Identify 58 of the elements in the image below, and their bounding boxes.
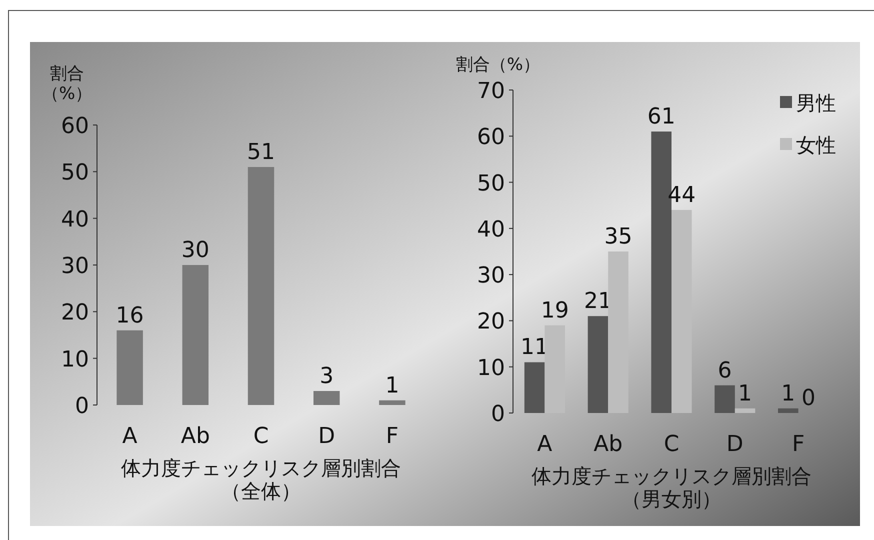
data-label: 1 bbox=[781, 381, 796, 406]
x-tick-label: C bbox=[664, 432, 680, 457]
data-label: 21 bbox=[584, 289, 612, 314]
data-label: 19 bbox=[540, 298, 569, 324]
data-label: 3 bbox=[320, 364, 334, 389]
bar bbox=[524, 362, 545, 413]
bar bbox=[313, 391, 340, 405]
data-label: 0 bbox=[801, 386, 816, 411]
y-axis-title: 割合（%） bbox=[42, 64, 92, 104]
y-tick-label: 40 bbox=[61, 207, 89, 232]
x-tick-label: D bbox=[726, 432, 744, 457]
legend-label: 男性 bbox=[796, 91, 836, 115]
y-tick-label: 20 bbox=[61, 300, 89, 326]
bar bbox=[734, 408, 756, 413]
x-axis-title: 体力度チェックリスク層別割合（男女別） bbox=[530, 464, 812, 511]
data-label: 1 bbox=[738, 381, 752, 406]
x-tick-label: Ab bbox=[180, 424, 210, 449]
y-tick-label: 10 bbox=[61, 347, 89, 372]
x-tick-label: Ab bbox=[594, 432, 623, 457]
data-label: 30 bbox=[181, 238, 210, 263]
bar bbox=[116, 330, 143, 405]
y-tick-label: 10 bbox=[477, 356, 505, 381]
bar bbox=[778, 408, 798, 413]
x-tick-label: F bbox=[792, 432, 805, 457]
y-tick-label: 30 bbox=[477, 264, 505, 289]
data-label: 16 bbox=[116, 303, 144, 328]
y-tick-label: 50 bbox=[477, 171, 505, 196]
y-tick-label: 70 bbox=[477, 79, 505, 104]
x-tick-label: C bbox=[253, 424, 269, 449]
bar bbox=[379, 400, 406, 405]
legend-label: 女性 bbox=[796, 133, 836, 157]
bar bbox=[182, 265, 209, 405]
y-axis-title: 割合（%） bbox=[454, 55, 542, 76]
x-tick-label: F bbox=[386, 424, 399, 449]
y-tick-label: 60 bbox=[477, 125, 505, 150]
data-label: 61 bbox=[647, 104, 676, 130]
y-tick-label: 0 bbox=[75, 394, 89, 419]
data-label: 1 bbox=[385, 373, 400, 398]
bar bbox=[248, 167, 274, 405]
y-tick-label: 30 bbox=[61, 254, 89, 279]
x-tick-label: A bbox=[122, 424, 138, 449]
bar bbox=[544, 325, 565, 413]
y-tick-label: 40 bbox=[477, 217, 505, 242]
bar bbox=[672, 210, 692, 413]
bar bbox=[714, 385, 735, 413]
x-axis-title: 体力度チェックリスク層別割合（全体） bbox=[120, 456, 402, 503]
y-tick-label: 20 bbox=[477, 310, 505, 335]
y-tick-label: 50 bbox=[61, 160, 89, 186]
data-label: 6 bbox=[718, 358, 732, 384]
bar bbox=[588, 316, 608, 413]
bar bbox=[608, 252, 628, 413]
data-label: 35 bbox=[604, 224, 632, 250]
data-label: 51 bbox=[247, 140, 275, 165]
x-tick-label: D bbox=[318, 424, 336, 449]
y-tick-label: 0 bbox=[491, 402, 505, 427]
data-label: 11 bbox=[520, 335, 549, 360]
y-tick-label: 60 bbox=[61, 114, 89, 139]
x-tick-label: A bbox=[537, 432, 552, 457]
